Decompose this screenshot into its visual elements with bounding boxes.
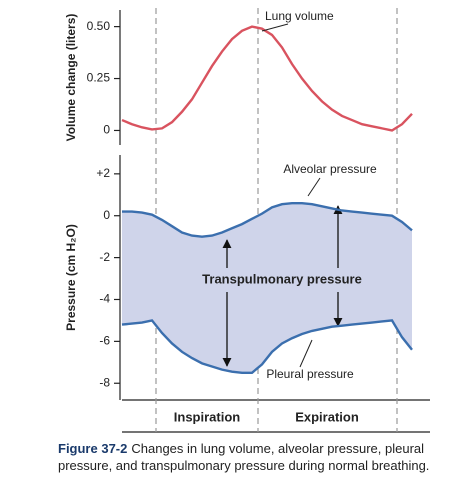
transpulmonary-band (122, 203, 412, 373)
y-tick-label: 0 (103, 123, 110, 137)
y-axis-label: Pressure (cm H₂O) (64, 224, 78, 331)
annotation: Transpulmonary pressure (202, 271, 362, 286)
phase-label: Expiration (295, 409, 359, 424)
y-tick-label: -6 (99, 334, 110, 348)
y-tick-label: 0.50 (87, 19, 111, 33)
series-line (122, 201, 413, 238)
series-label: Lung volume (265, 9, 334, 23)
figure: Inspiration Expiration Volume change (li… (64, 8, 430, 433)
y-tick-label: -2 (99, 250, 110, 264)
y-tick-label: 0.25 (87, 71, 111, 85)
phase-label: Inspiration (174, 409, 241, 424)
y-tick-label: 0 (103, 208, 110, 222)
y-axis-label: Volume change (liters) (64, 14, 78, 142)
y-tick-label: +2 (96, 166, 110, 180)
leader-line (307, 177, 321, 197)
series-line (121, 319, 413, 374)
caption: Figure 37-2 Changes in lung volume, alveo… (58, 440, 458, 474)
series-label: Alveolar pressure (283, 162, 377, 176)
y-tick-label: -8 (99, 375, 110, 389)
series-label: Pleural pressure (266, 367, 354, 381)
leader-line (261, 23, 289, 32)
series-line (121, 25, 413, 132)
phase-band (122, 400, 430, 432)
y-tick-label: -4 (99, 292, 110, 306)
leader-line (299, 339, 313, 368)
caption-label: Figure 37-2 (58, 441, 128, 456)
caption-text: Changes in lung volume, alveolar pressur… (58, 441, 430, 473)
